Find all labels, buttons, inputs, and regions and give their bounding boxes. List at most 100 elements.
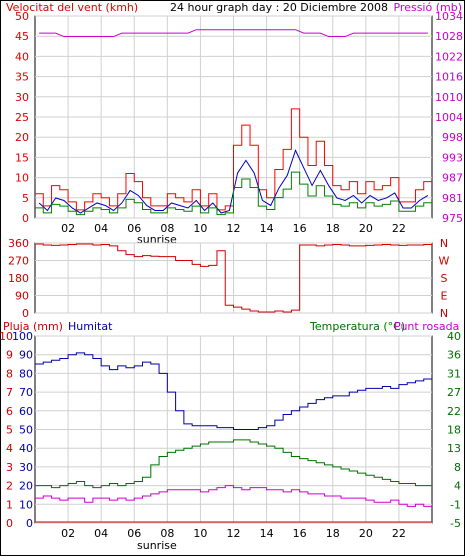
direction-tick-label: 270 bbox=[8, 255, 29, 268]
rain-tick-label: 3 bbox=[6, 461, 13, 474]
direction-tick-label: 360 bbox=[8, 237, 29, 250]
temperature-title: Temperatura (°C) bbox=[309, 320, 405, 333]
right-tick-label: 1004 bbox=[435, 111, 463, 124]
wind-gust-line bbox=[35, 108, 432, 211]
left-tick-label: 10 bbox=[15, 172, 29, 185]
left-tick-label: 5 bbox=[22, 192, 29, 205]
rain-tick-label: 1 bbox=[6, 498, 13, 511]
compass-tick-label: N bbox=[440, 237, 448, 250]
rain-tick-label: 0 bbox=[6, 517, 13, 530]
rain-tick-label: 7 bbox=[6, 386, 13, 399]
right-tick-label: 1034 bbox=[435, 10, 463, 23]
left-tick-label: 0 bbox=[22, 212, 29, 225]
right-tick-label: 1016 bbox=[435, 71, 463, 84]
compass-tick-label: W bbox=[439, 255, 450, 268]
x-tick-label: 14 bbox=[260, 222, 274, 235]
compass-tick-label: S bbox=[441, 272, 448, 285]
left-tick-label: 35 bbox=[15, 71, 29, 84]
temperature-tick-label: -5 bbox=[450, 517, 461, 530]
direction-tick-label: 0 bbox=[22, 307, 29, 320]
right-tick-label: 987 bbox=[442, 172, 463, 185]
left-tick-label: 20 bbox=[15, 131, 29, 144]
x-tick-label: 02 bbox=[61, 222, 75, 235]
humidity-tick-label: 40 bbox=[19, 442, 33, 455]
left-tick-label: 15 bbox=[15, 151, 29, 164]
right-tick-label: 1028 bbox=[435, 30, 463, 43]
humidity-line bbox=[35, 352, 432, 430]
wind-avg-green-line bbox=[35, 171, 432, 216]
x-tick-label: 02 bbox=[61, 527, 75, 540]
humidity-tick-label: 20 bbox=[19, 480, 33, 493]
humidity-tick-label: 80 bbox=[19, 367, 33, 380]
rain-tick-label: 9 bbox=[6, 349, 13, 362]
x-tick-label: 18 bbox=[326, 222, 340, 235]
x-tick-label: 16 bbox=[293, 527, 307, 540]
x-tick-label: 16 bbox=[293, 222, 307, 235]
humidity-tick-label: 100 bbox=[12, 330, 33, 343]
dewpoint-title: Punt rosada bbox=[394, 320, 459, 333]
x-tick-label: 12 bbox=[227, 222, 241, 235]
x-tick-label: 22 bbox=[392, 527, 406, 540]
humidity-title: Humitat bbox=[68, 320, 113, 333]
x-tick-label: 18 bbox=[326, 527, 340, 540]
temperature-tick-label: 13 bbox=[447, 442, 461, 455]
humidity-tick-label: 60 bbox=[19, 405, 33, 418]
graph-title: 24 hour graph day : 20 Diciembre 2008 bbox=[170, 1, 388, 14]
humidity-tick-label: 50 bbox=[19, 424, 33, 437]
rain-tick-label: 4 bbox=[6, 442, 13, 455]
x-tick-label: 10 bbox=[193, 222, 207, 235]
left-tick-label: 25 bbox=[15, 111, 29, 124]
rain-tick-label: 2 bbox=[6, 480, 13, 493]
dewpoint-line bbox=[35, 485, 432, 507]
temperature-tick-label: 8 bbox=[454, 461, 461, 474]
temperature-tick-label: 18 bbox=[447, 424, 461, 437]
right-tick-label: 1010 bbox=[435, 91, 463, 104]
temperature-tick-label: 27 bbox=[447, 386, 461, 399]
x-tick-label: 22 bbox=[392, 222, 406, 235]
rain-tick-label: 5 bbox=[6, 424, 13, 437]
x-tick-label: 06 bbox=[127, 527, 141, 540]
x-tick-label: 14 bbox=[260, 527, 274, 540]
rain-tick-label: 10 bbox=[0, 330, 13, 343]
x-tick-label: 06 bbox=[127, 222, 141, 235]
sunrise-label-bottom: sunrise bbox=[137, 539, 177, 552]
x-tick-label: 10 bbox=[193, 527, 207, 540]
x-tick-label: 08 bbox=[160, 527, 174, 540]
temperature-tick-label: 22 bbox=[447, 405, 461, 418]
wind-direction-line bbox=[35, 243, 432, 313]
pressure-title: Pressió (mb) bbox=[393, 1, 462, 14]
temperature-tick-label: 36 bbox=[447, 349, 461, 362]
temperature-tick-label: 31 bbox=[447, 367, 461, 380]
humidity-tick-label: 0 bbox=[26, 517, 33, 530]
rain-title: Pluja (mm) bbox=[3, 320, 63, 333]
left-tick-label: 45 bbox=[15, 30, 29, 43]
x-tick-label: 12 bbox=[227, 527, 241, 540]
temperature-tick-label: 40 bbox=[447, 330, 461, 343]
right-tick-label: 998 bbox=[442, 131, 463, 144]
pressure-line bbox=[39, 29, 428, 38]
left-tick-label: 50 bbox=[15, 10, 29, 23]
right-tick-label: 981 bbox=[442, 192, 463, 205]
humidity-tick-label: 10 bbox=[19, 498, 33, 511]
x-tick-label: 04 bbox=[94, 222, 108, 235]
humidity-tick-label: 70 bbox=[19, 386, 33, 399]
x-tick-label: 20 bbox=[359, 222, 373, 235]
x-tick-label: 04 bbox=[94, 527, 108, 540]
temperature-tick-label: 4 bbox=[454, 480, 461, 493]
right-tick-label: 1022 bbox=[435, 50, 463, 63]
x-tick-label: 08 bbox=[160, 222, 174, 235]
right-tick-label: 975 bbox=[442, 212, 463, 225]
left-tick-label: 40 bbox=[15, 50, 29, 63]
wind-speed-title: Velocitat del vent (kmh) bbox=[6, 1, 138, 14]
x-tick-label: 20 bbox=[359, 527, 373, 540]
direction-tick-label: 90 bbox=[15, 290, 29, 303]
temperature-tick-label: -1 bbox=[450, 498, 461, 511]
humidity-tick-label: 30 bbox=[19, 461, 33, 474]
compass-tick-label: E bbox=[441, 290, 448, 303]
humidity-tick-label: 90 bbox=[19, 349, 33, 362]
direction-tick-label: 180 bbox=[8, 272, 29, 285]
rain-tick-label: 8 bbox=[6, 367, 13, 380]
rain-tick-label: 6 bbox=[6, 405, 13, 418]
